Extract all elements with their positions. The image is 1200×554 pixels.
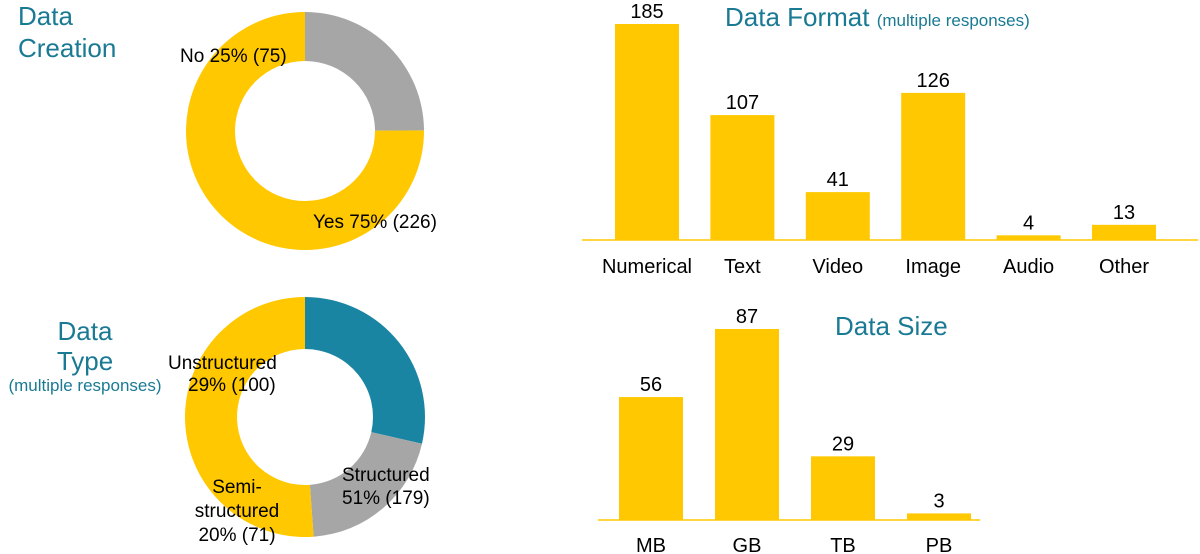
data-format-bar-chart: 185 Numerical 107 Text 41 Video 126 Image 4 Audio… <box>582 1 1198 278</box>
donut-label-unstructured-value: 29% (100) <box>188 375 276 396</box>
data-format-title: Data Format (multiple responses) <box>725 0 1030 38</box>
bar-image <box>901 92 966 240</box>
donut-label-semi-structured-value: 20% (71) <box>198 525 275 546</box>
data-type-subtitle: (multiple responses) <box>8 376 162 395</box>
data-label-tb: 29 <box>832 433 854 455</box>
donut-slice-yes <box>186 12 425 251</box>
donut-label-semi-structured-name-2: structured <box>195 501 279 522</box>
data-creation-donut-chart: No 25% (75) Yes 75% (226) <box>180 12 437 251</box>
bar-video <box>805 192 870 240</box>
data-creation-title-line2: Creation <box>18 33 117 63</box>
data-size-title: Data Size <box>835 311 948 341</box>
bar-other <box>1092 224 1156 240</box>
bar-gb <box>715 329 779 520</box>
data-label-image: 126 <box>917 70 950 92</box>
donut-label-semi-structured-name-1: Semi- <box>212 477 262 498</box>
data-size-title-text: Data Size <box>835 311 948 341</box>
data-label-text: 107 <box>726 92 759 114</box>
data-creation-title: Data Creation <box>18 0 116 64</box>
bar-audio <box>996 235 1061 240</box>
data-label-audio: 4 <box>1023 212 1034 234</box>
tick-label-numerical: Numerical <box>602 256 692 278</box>
donut-slice-no <box>305 12 424 131</box>
data-label-video: 41 <box>827 169 849 191</box>
bar-numerical <box>615 24 679 240</box>
tick-label-mb: MB <box>636 535 666 554</box>
bar-tb <box>811 456 875 520</box>
donut-label-unstructured-name: Unstructured <box>168 353 277 374</box>
data-size-bar-chart: 56 MB 87 GB 29 TB 3 PB <box>598 306 980 554</box>
tick-label-image: Image <box>905 256 961 278</box>
data-type-title-line1: Data <box>57 316 113 346</box>
bar-pb <box>907 513 971 520</box>
donut-slice-structured <box>185 297 314 537</box>
donut-label-no: No 25% (75) <box>180 46 287 67</box>
tick-label-video: Video <box>812 256 863 278</box>
data-type-title: Data Type (multiple responses) <box>0 316 170 396</box>
data-label-pb: 3 <box>933 490 944 512</box>
bar-text <box>710 115 775 240</box>
data-label-gb: 87 <box>736 306 758 328</box>
tick-label-other: Other <box>1099 256 1149 278</box>
data-type-title-line2: Type <box>56 346 114 376</box>
data-format-subtitle: (multiple responses) <box>876 11 1030 30</box>
tick-label-pb: PB <box>926 535 953 554</box>
donut-slice-unstructured <box>305 297 426 444</box>
tick-label-gb: GB <box>733 535 762 554</box>
donut-label-yes: Yes 75% (226) <box>313 212 437 233</box>
donut-label-structured-name: Structured <box>342 465 430 486</box>
data-label-numerical: 185 <box>630 1 663 23</box>
donut-label-structured-value: 51% (179) <box>342 488 430 509</box>
tick-label-tb: TB <box>830 535 856 554</box>
tick-label-text: Text <box>724 256 761 278</box>
data-creation-title-line1: Data <box>18 1 73 31</box>
donut-slice-semi-structured <box>309 432 422 537</box>
tick-label-audio: Audio <box>1003 256 1054 278</box>
data-label-mb: 56 <box>640 374 662 396</box>
data-format-title-text: Data Format <box>725 2 870 32</box>
data-label-other: 13 <box>1113 202 1135 224</box>
bar-mb <box>619 397 683 520</box>
